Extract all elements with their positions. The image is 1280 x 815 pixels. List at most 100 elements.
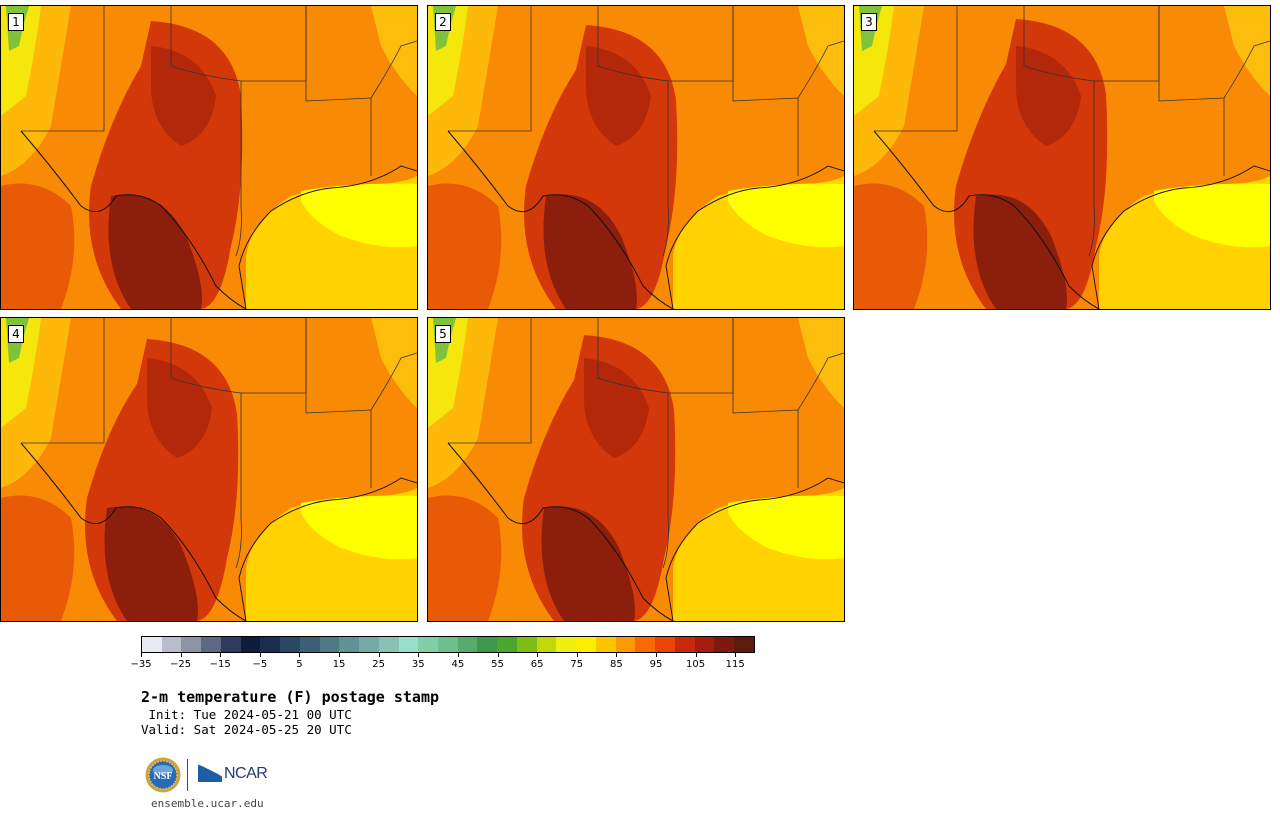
colorbar-tick-label: 45: [451, 659, 465, 670]
colorbar-tick-label: 35: [411, 659, 425, 670]
member-number: 5: [435, 325, 451, 343]
chart-title: 2-m temperature (F) postage stamp: [141, 688, 440, 706]
logo-divider: [187, 759, 188, 791]
nsf-logo-icon: NSF: [145, 757, 181, 793]
colorbar-tick-label: 105: [686, 659, 706, 670]
international-border: [447, 130, 674, 309]
state-border: [305, 318, 372, 488]
colorbar-swatch: [457, 637, 478, 652]
ncar-logo-text: NCAR: [224, 765, 268, 782]
state-border: [448, 6, 532, 132]
colorbar-tick: [141, 653, 142, 657]
colorbar-tick-label: −5: [252, 659, 268, 670]
member-number: 1: [8, 13, 24, 31]
temperature-map: [1, 318, 417, 621]
colorbar-swatch: [635, 637, 656, 652]
state-border: [448, 318, 532, 444]
colorbar-swatch: [201, 637, 221, 652]
state-border: [597, 318, 734, 394]
gulf-coastal-water: [301, 495, 417, 560]
hottest-region: [108, 194, 202, 309]
colorbar-tick: [655, 653, 657, 657]
nsf-logo-text: NSF: [154, 771, 173, 782]
state-border: [732, 6, 799, 176]
hottest-region: [104, 506, 198, 621]
colorbar-swatch: [220, 637, 241, 652]
colorbar-tick-label: 55: [491, 659, 504, 670]
southwest-warm-region: [1, 495, 75, 621]
temperature-colorbar: [141, 636, 755, 653]
colorbar-swatch: [516, 637, 537, 652]
member-map-3: 3: [853, 5, 1271, 310]
colorbar-tick-label: 65: [530, 659, 544, 670]
colorbar-swatch: [260, 637, 281, 652]
hotter-region: [586, 46, 651, 146]
valid-time: Valid: Sat 2024-05-25 20 UTC: [141, 722, 352, 737]
international-border: [873, 130, 1100, 309]
colorbar-tick-label: 5: [296, 659, 303, 670]
colorbar-swatch: [378, 637, 399, 652]
coastline: [238, 477, 417, 621]
state-border: [170, 6, 307, 82]
colorbar-tick: [220, 653, 222, 657]
state-border: [1223, 40, 1270, 99]
colorbar-tick: [537, 653, 539, 657]
member-number: 3: [861, 13, 877, 31]
colorbar-tick: [418, 653, 420, 657]
southwest-warm-region: [1, 183, 75, 309]
state-border: [662, 81, 669, 257]
colorbar-swatch: [240, 637, 261, 652]
southwest-warm-region: [428, 495, 502, 621]
colorbar-swatch: [655, 637, 675, 652]
colorbar-tick: [616, 653, 618, 657]
temperature-map: [428, 6, 844, 309]
colorbar-swatch: [477, 637, 498, 652]
coastline: [1091, 165, 1270, 309]
state-border: [797, 352, 844, 411]
hotter-region: [147, 358, 212, 458]
coastline: [665, 477, 844, 621]
southwest-warm-region: [428, 183, 502, 309]
colorbar-tick: [695, 653, 697, 657]
colorbar-swatch: [359, 637, 379, 652]
colorbar-swatch: [576, 637, 596, 652]
gulf-coastal-water: [728, 183, 844, 248]
colorbar-swatch: [299, 637, 320, 652]
member-map-1: 1: [0, 5, 418, 310]
colorbar-tick-label: 15: [332, 659, 346, 670]
northeast-cool-region: [798, 6, 844, 96]
colorbar-tick-label: −15: [209, 659, 231, 670]
state-border: [732, 318, 799, 488]
international-border: [447, 442, 674, 621]
colorbar-swatch: [615, 637, 636, 652]
northeast-cool-region: [371, 318, 417, 408]
southwest-warm-region: [854, 183, 928, 309]
state-border: [797, 40, 844, 99]
member-map-5: 5: [427, 317, 845, 622]
northeast-cool-region: [798, 318, 844, 408]
colorbar-swatch: [536, 637, 557, 652]
state-border: [874, 6, 958, 132]
site-url: ensemble.ucar.edu: [151, 797, 264, 810]
state-border: [662, 393, 669, 569]
hottest-region: [543, 194, 637, 309]
international-border: [20, 130, 247, 309]
colorbar-swatch: [714, 637, 735, 652]
colorbar-tick-label: 115: [725, 659, 745, 670]
member-map-4: 4: [0, 317, 418, 622]
international-border: [20, 442, 247, 621]
hotter-region: [584, 358, 649, 458]
colorbar-swatch: [734, 637, 754, 652]
colorbar-swatch: [142, 637, 162, 652]
colorbar-swatch: [319, 637, 340, 652]
colorbar-tick-label: 75: [570, 659, 584, 670]
state-border: [170, 318, 307, 394]
colorbar-tick: [735, 653, 737, 657]
colorbar-swatch: [674, 637, 695, 652]
northeast-cool-region: [1224, 6, 1270, 96]
colorbar-tick: [180, 653, 182, 657]
temperature-map: [1, 6, 417, 309]
colorbar-tick: [457, 653, 459, 657]
state-border: [370, 40, 417, 99]
colorbar-tick-label: 85: [609, 659, 623, 670]
